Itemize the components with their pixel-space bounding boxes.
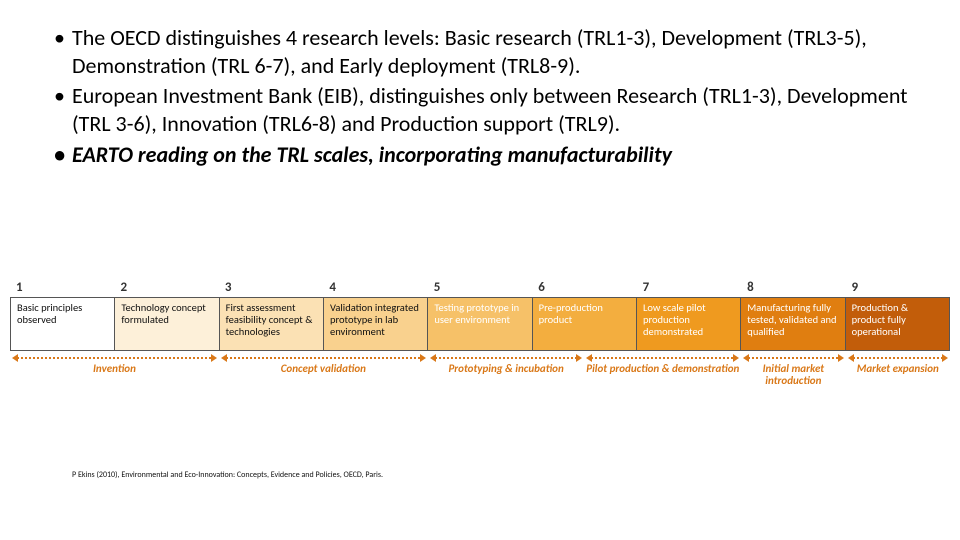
trl-number-row: 123456789: [10, 280, 950, 295]
trl-number: 6: [532, 280, 636, 295]
trl-number: 4: [323, 280, 427, 295]
bullet-3: EARTO reading on the TRL scales, incorpo…: [72, 141, 920, 169]
phase-segment: Prototyping & incubation: [428, 357, 585, 387]
trl-cell: Validation integrated prototype in lab e…: [324, 298, 428, 350]
citation: P Ekins (2010), Environmental and Eco-In…: [72, 470, 383, 480]
phase-segment: Initial market introduction: [741, 357, 845, 387]
trl-number: 7: [637, 280, 741, 295]
trl-cell: Testing prototype in user environment: [428, 298, 532, 350]
trl-number: 5: [428, 280, 532, 295]
bullet-2: European Investment Bank (EIB), distingu…: [72, 82, 920, 138]
trl-number: 8: [741, 280, 845, 295]
bullet-list: The OECD distinguishes 4 research levels…: [0, 24, 960, 169]
trl-number: 9: [846, 280, 950, 295]
phase-label: Prototyping & incubation: [448, 362, 563, 375]
trl-number: 2: [114, 280, 218, 295]
trl-number: 1: [10, 280, 114, 295]
phase-label: Market expansion: [857, 362, 939, 375]
slide: The OECD distinguishes 4 research levels…: [0, 0, 960, 540]
phase-segment: Concept validation: [219, 357, 428, 387]
phase-segment: Pilot production & demonstration: [584, 357, 741, 387]
bullet-1: The OECD distinguishes 4 research levels…: [72, 24, 920, 80]
trl-cell: Technology concept formulated: [115, 298, 219, 350]
trl-chart: 123456789 Basic principles observedTechn…: [0, 280, 960, 387]
phase-segment: Invention: [10, 357, 219, 387]
trl-cell: First assessment feasibility concept & t…: [220, 298, 324, 350]
phase-label: Concept validation: [281, 362, 366, 375]
phase-row: Invention Concept validation Prototyping &…: [10, 357, 950, 387]
trl-cell: Production & product fully operational: [846, 298, 949, 350]
phase-label: Initial market introduction: [763, 362, 825, 387]
phase-segment: Market expansion: [846, 357, 950, 387]
trl-cell-row: Basic principles observedTechnology conc…: [10, 297, 950, 351]
trl-cell: Basic principles observed: [11, 298, 115, 350]
trl-cell: Manufacturing fully tested, validated an…: [741, 298, 845, 350]
trl-cell: Low scale pilot production demonstrated: [637, 298, 741, 350]
trl-number: 3: [219, 280, 323, 295]
trl-cell: Pre-production product: [533, 298, 637, 350]
phase-label: Invention: [93, 362, 136, 375]
phase-label: Pilot production & demonstration: [586, 362, 739, 375]
